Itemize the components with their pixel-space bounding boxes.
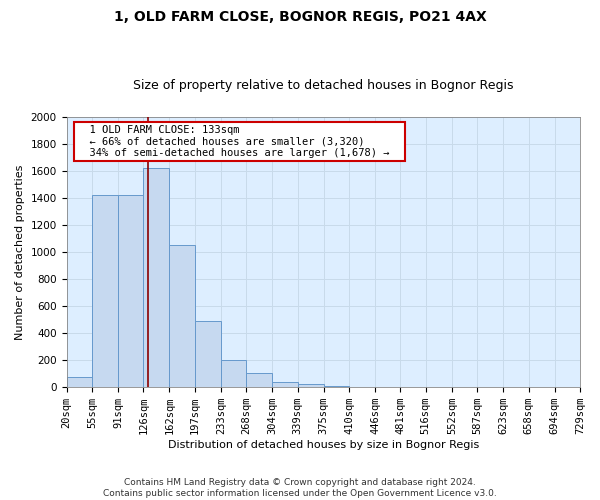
Bar (92, 195, 118, 387)
Bar (272, 382, 298, 387)
Text: Contains HM Land Registry data © Crown copyright and database right 2024.
Contai: Contains HM Land Registry data © Crown c… (103, 478, 497, 498)
Bar (118, 195, 143, 387)
Bar (221, 360, 246, 387)
Text: 1, OLD FARM CLOSE, BOGNOR REGIS, PO21 4AX: 1, OLD FARM CLOSE, BOGNOR REGIS, PO21 4A… (113, 10, 487, 24)
Bar (143, 168, 169, 387)
Bar (246, 373, 272, 387)
Bar (298, 384, 323, 387)
Text: 1 OLD FARM CLOSE: 133sqm  
  ← 66% of detached houses are smaller (3,320)  
  34: 1 OLD FARM CLOSE: 133sqm ← 66% of detach… (77, 125, 402, 158)
Y-axis label: Number of detached properties: Number of detached properties (15, 164, 25, 340)
Bar (195, 321, 221, 387)
X-axis label: Distribution of detached houses by size in Bognor Regis: Distribution of detached houses by size … (167, 440, 479, 450)
Bar (169, 245, 195, 387)
Bar (349, 386, 375, 387)
Bar (67, 377, 92, 387)
Bar (323, 386, 349, 387)
Title: Size of property relative to detached houses in Bognor Regis: Size of property relative to detached ho… (133, 79, 514, 92)
